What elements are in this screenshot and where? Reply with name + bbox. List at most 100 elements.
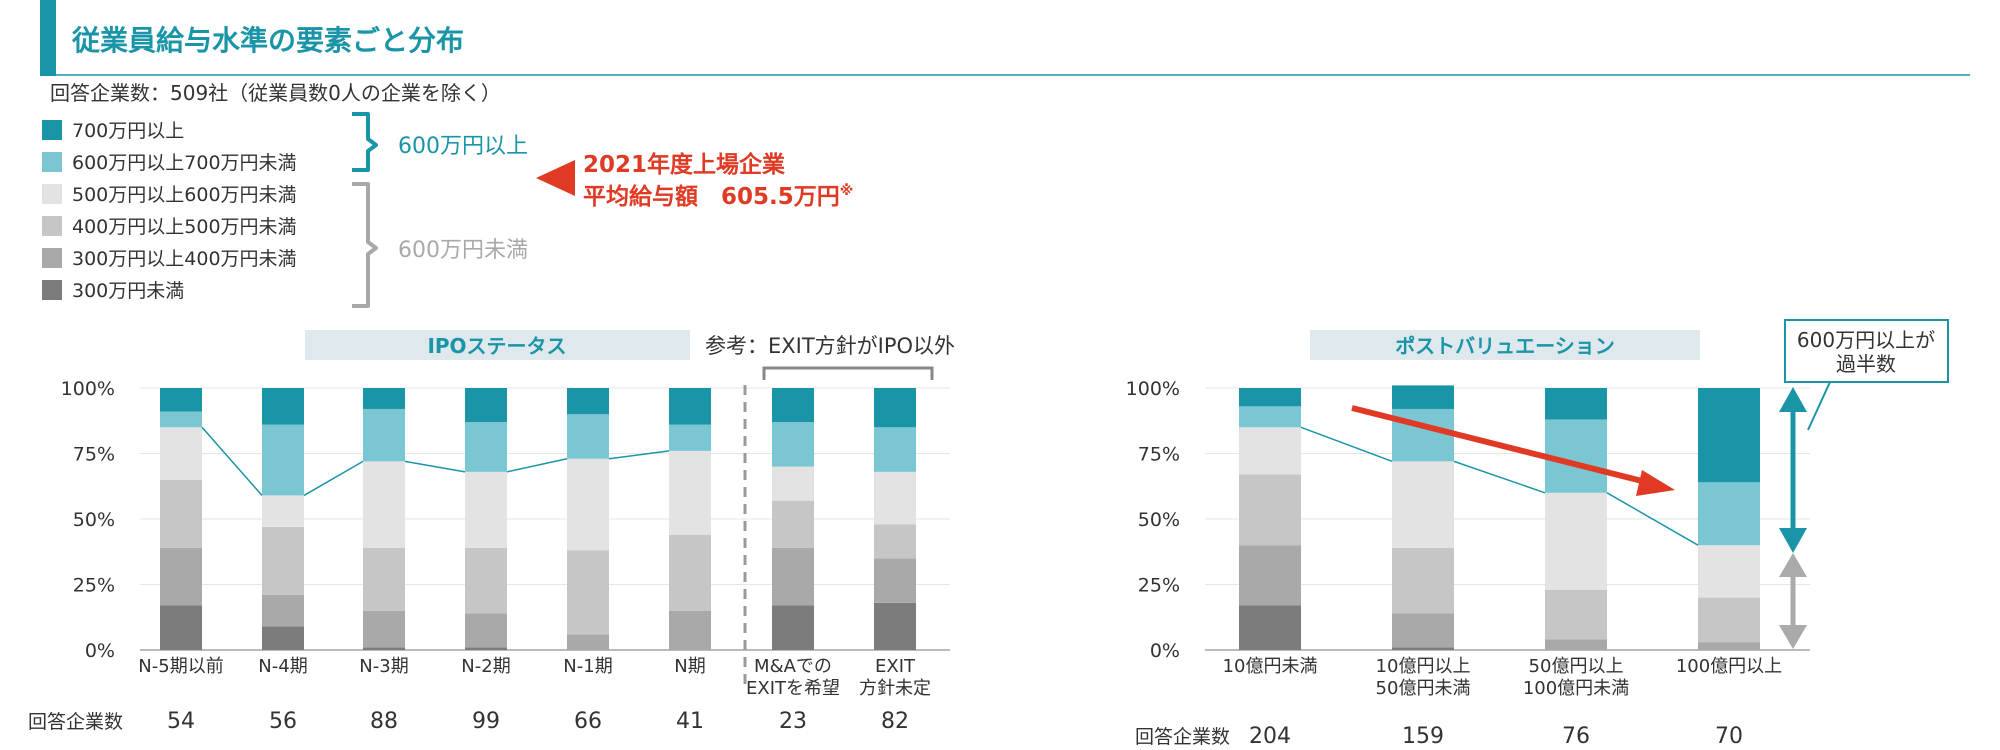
brace-low — [352, 182, 378, 308]
bar-segment — [567, 550, 609, 635]
legend-item: 700万円以上 — [42, 120, 184, 142]
legend-item: 300万円以上400万円未満 — [42, 248, 297, 270]
legend-item: 300万円未満 — [42, 280, 184, 302]
bar-segment — [1239, 427, 1301, 475]
bar-segment — [669, 534, 711, 611]
legend-swatch — [42, 120, 62, 140]
respondent-count: 41 — [676, 709, 704, 734]
bar-segment — [1698, 482, 1760, 546]
stacked-bar — [772, 388, 814, 650]
legend-swatch — [42, 248, 62, 268]
bar-segment — [1698, 388, 1760, 483]
bar-segment — [262, 526, 304, 595]
bar-segment — [1545, 492, 1607, 590]
bar-segment — [160, 411, 202, 428]
callout-note-mark: ※ — [840, 183, 854, 199]
respondent-count: 54 — [167, 709, 195, 734]
bar-segment — [262, 388, 304, 425]
x-tick-line: N-2期 — [461, 656, 510, 677]
connector-line — [303, 460, 364, 497]
bar-segment — [874, 558, 916, 603]
x-tick-line: N期 — [674, 656, 705, 677]
respondent-count: 99 — [472, 709, 500, 734]
legend-item: 400万円以上500万円未満 — [42, 216, 297, 238]
bar-segment — [567, 458, 609, 551]
legend-label: 500万円以上600万円未満 — [72, 184, 297, 206]
bars — [160, 388, 916, 650]
x-tick-label: 10億円未満 — [1223, 656, 1318, 677]
bars — [1239, 385, 1760, 650]
bar-segment — [465, 388, 507, 423]
x-tick-label: 100億円以上 — [1676, 656, 1782, 677]
callout-line2: 平均給与額 605.5万円※ — [583, 183, 853, 210]
stacked-bar — [1545, 388, 1607, 650]
x-tick-line: 100億円未満 — [1523, 678, 1629, 699]
bar-segment — [465, 547, 507, 614]
annotation-pointer — [1807, 381, 1831, 431]
bar-segment — [1239, 545, 1301, 606]
stacked-bar — [669, 388, 711, 650]
reference-bracket — [762, 366, 934, 380]
x-tick-line: 方針未定 — [859, 678, 931, 699]
bar-segment — [1239, 474, 1301, 546]
stacked-bar — [567, 388, 609, 650]
bar-segment — [567, 388, 609, 415]
y-tick-label: 50% — [73, 509, 115, 531]
chart-title: IPOステータス — [427, 334, 566, 358]
minority-arrow-down — [1779, 625, 1807, 649]
count-row-label: 回答企業数 — [1135, 726, 1230, 748]
x-tick-line: 10億円以上 — [1376, 656, 1471, 677]
respondent-count: 66 — [574, 709, 602, 734]
salary-callout: 2021年度上場企業 平均給与額 605.5万円※ — [536, 151, 853, 210]
y-axis: 0% 25% 50% 75% 100% — [1126, 378, 1810, 662]
chart-title-bg — [305, 330, 690, 360]
bar-segment — [669, 424, 711, 451]
ipo-status-chart: IPOステータス 0%25%50%75%100%参考：EXIT方針がIPO以外 … — [28, 330, 955, 734]
bar-segment — [465, 647, 507, 650]
stacked-bar — [1698, 388, 1760, 650]
x-tick-label: N-1期 — [563, 656, 612, 677]
bar-segment — [160, 479, 202, 548]
page-title: 従業員給与水準の要素ごと分布 — [71, 24, 464, 57]
bar-segment — [1545, 639, 1607, 650]
bar-segment — [465, 422, 507, 472]
majority-arrow-down — [1779, 528, 1807, 553]
bar-segment — [160, 605, 202, 650]
bar-segment — [363, 388, 405, 409]
bar-segment — [772, 605, 814, 650]
x-tick-line: 10億円未満 — [1223, 656, 1318, 677]
bar-segment — [772, 422, 814, 467]
x-tick-label: N期 — [674, 656, 705, 677]
callout-line1: 2021年度上場企業 — [583, 151, 786, 178]
legend-item: 600万円以上700万円未満 — [42, 152, 297, 174]
bar-segment — [160, 547, 202, 606]
chart-title-bg — [1310, 330, 1700, 360]
y-tick-label: 0% — [85, 640, 115, 662]
x-tick-label: N-4期 — [258, 656, 307, 677]
connector-line — [201, 426, 263, 496]
bar-segment — [363, 547, 405, 611]
bar-segment — [874, 471, 916, 525]
x-tick-label: N-3期 — [359, 656, 408, 677]
x-tick-line: 100億円以上 — [1676, 656, 1782, 677]
bar-segment — [1392, 385, 1454, 409]
x-tick-label: N-2期 — [461, 656, 510, 677]
bar-segment — [874, 602, 916, 650]
respondent-count: 56 — [269, 709, 297, 734]
legend-item: 500万円以上600万円未満 — [42, 184, 297, 206]
callout-amount: 平均給与額 605.5万円 — [583, 183, 840, 210]
x-tick-line: N-4期 — [258, 656, 307, 677]
chart-title: ポストバリュエーション — [1395, 334, 1615, 358]
bar-segment — [1392, 461, 1454, 548]
bar-segment — [465, 471, 507, 548]
legend-swatch — [42, 152, 62, 172]
bar-segment — [363, 647, 405, 650]
legend-label: 300万円以上400万円未満 — [72, 248, 297, 270]
bar-segment — [160, 427, 202, 480]
connector-line — [608, 450, 670, 460]
x-tick-line: M&Aでの — [754, 656, 832, 677]
bar-segment — [772, 547, 814, 606]
x-tick-line: EXIT — [875, 656, 916, 677]
bar-segment — [262, 626, 304, 650]
